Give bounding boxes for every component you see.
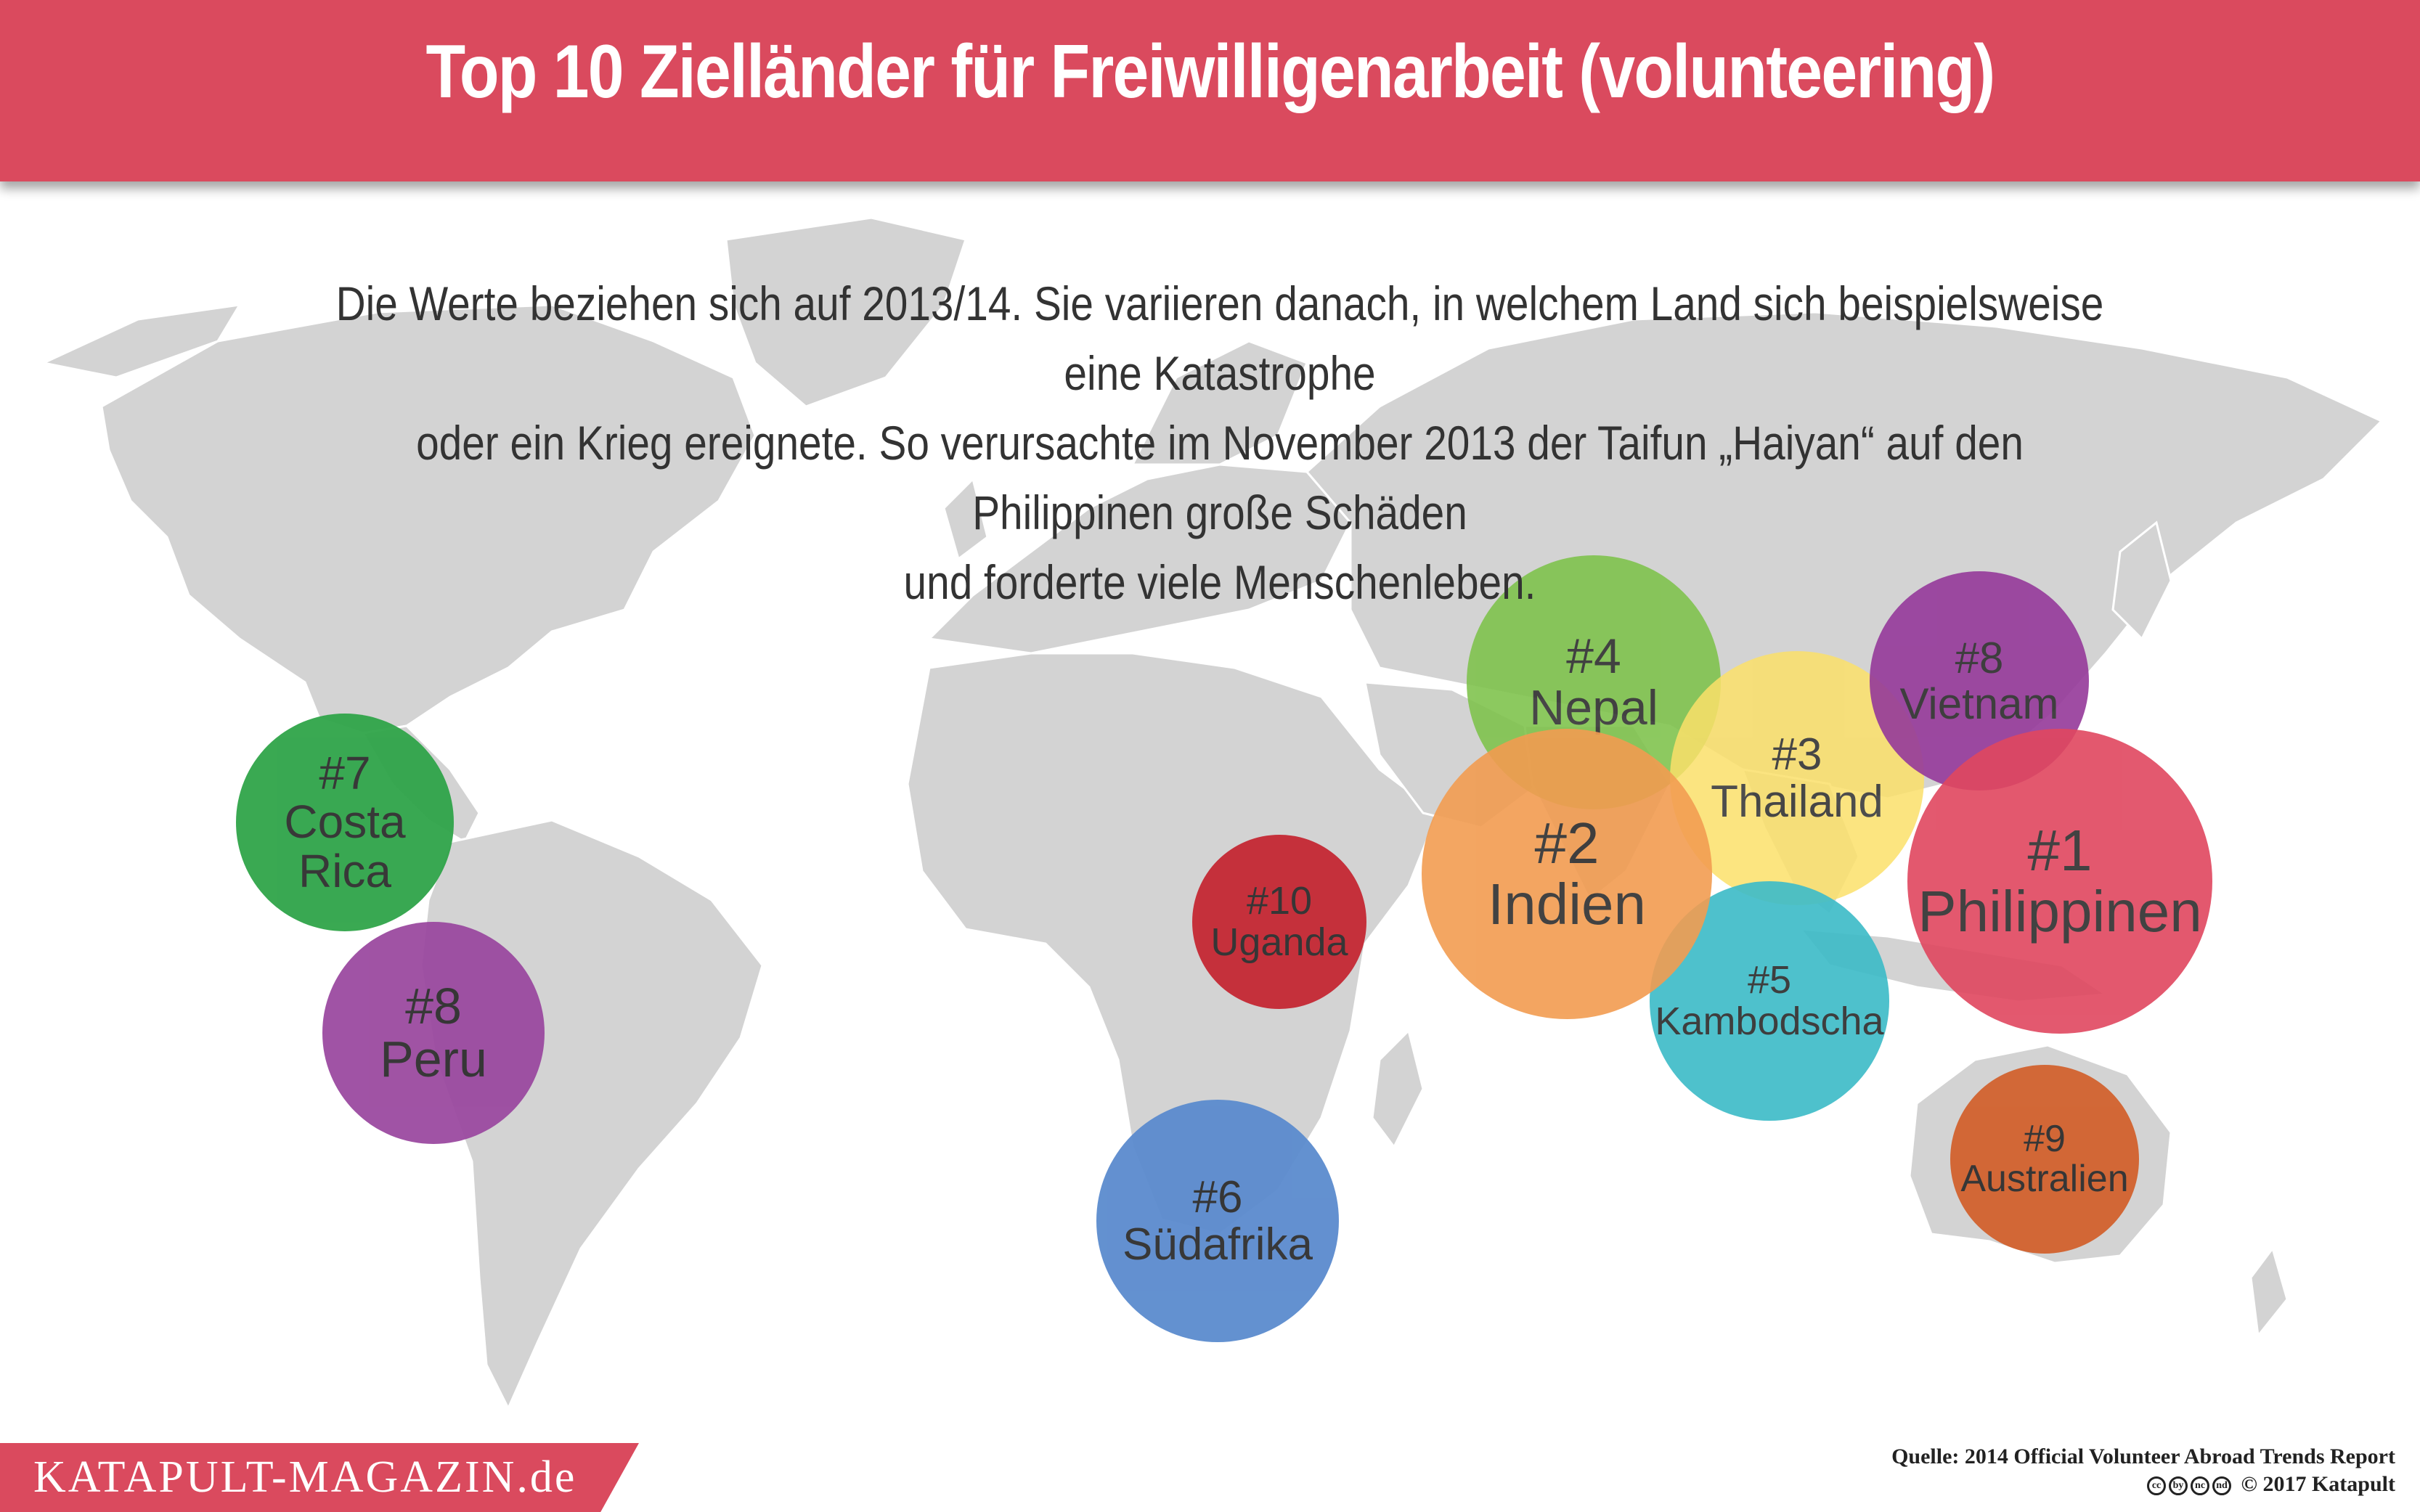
bubble-rank: #6: [1192, 1172, 1243, 1222]
landmass-madagascar: [1371, 1029, 1425, 1149]
landmass-uk: [942, 477, 989, 561]
bubble-label: Uganda: [1210, 920, 1348, 964]
nd-icon: nd: [2212, 1476, 2232, 1496]
brand-banner: KATAPULT-MAGAZIN.de: [0, 1443, 639, 1512]
landmass-japan: [2111, 520, 2172, 641]
nc-icon: nc: [2191, 1476, 2210, 1496]
intro-line-2: oder ein Krieg ereignete. So verursachte…: [416, 416, 2024, 539]
landmass-canada-north: [40, 303, 242, 379]
bubble-indien: #2 Indien: [1422, 729, 1712, 1019]
title-bar: Top 10 Zielländer für Freiwilligenarbeit…: [0, 0, 2420, 181]
copyright-text: 2017 Katapult: [2262, 1472, 2395, 1496]
landmass-scandinavia: [1130, 340, 1308, 466]
bubble-uganda: #10 Uganda: [1192, 835, 1366, 1009]
bubble-label: Indien: [1488, 872, 1646, 936]
license-line: cc by nc nd © 2017 Katapult: [1891, 1471, 2395, 1498]
landmass-new-zealand: [2249, 1246, 2289, 1339]
bubble-rank: #7: [319, 747, 371, 800]
license-icons: cc by nc nd: [2147, 1476, 2232, 1496]
bubble-rank: #10: [1246, 879, 1313, 923]
bubble-label: Costa Rica: [284, 796, 406, 897]
bubble-rank: #8: [1955, 634, 2004, 682]
bubble-label: Peru: [380, 1031, 487, 1087]
bubble-label: Australien: [1960, 1158, 2129, 1200]
intro-line-3: und forderte viele Menschenleben.: [903, 555, 1536, 609]
landmass-north-america: [100, 303, 757, 735]
bubble-label: Nepal: [1529, 680, 1658, 735]
bubble-rank: #8: [405, 977, 462, 1034]
bubble-label: Philippinen: [1918, 879, 2202, 944]
landmass-greenland: [725, 216, 967, 408]
bubble-rank: #5: [1747, 958, 1792, 1002]
bubble-philippinen: #1 Philippinen: [1907, 729, 2212, 1034]
bubble-rank: #2: [1534, 811, 1600, 875]
bubble-rank: #9: [2024, 1118, 2066, 1161]
bubble-peru: #8 Peru: [322, 922, 545, 1144]
bubble-label: Vietnam: [1899, 679, 2059, 728]
bubble-costa-rica: #7 Costa Rica: [236, 714, 454, 931]
bubble-label: Kambodscha: [1655, 1000, 1884, 1043]
bubble-rank: #1: [2027, 818, 2093, 883]
intro-line-1: Die Werte beziehen sich auf 2013/14. Sie…: [335, 277, 2104, 400]
bubble-label: Thailand: [1711, 777, 1883, 827]
source-text: Quelle: 2014 Official Volunteer Abroad T…: [1891, 1444, 2395, 1468]
by-icon: by: [2169, 1476, 2188, 1496]
bubble-australien: #9 Australien: [1950, 1065, 2139, 1254]
source-credit: Quelle: 2014 Official Volunteer Abroad T…: [1891, 1443, 2395, 1498]
cc-icon: cc: [2147, 1476, 2167, 1496]
bubble-suedafrika: #6 Südafrika: [1096, 1100, 1339, 1342]
copyright-symbol: ©: [2241, 1472, 2257, 1496]
intro-text: Die Werte beziehen sich auf 2013/14. Sie…: [314, 269, 2125, 617]
bubble-rank: #4: [1566, 628, 1621, 684]
bubble-rank: #3: [1772, 729, 1822, 780]
page-title: Top 10 Zielländer für Freiwilligenarbeit…: [425, 30, 1996, 114]
bubble-label: Südafrika: [1123, 1219, 1313, 1270]
